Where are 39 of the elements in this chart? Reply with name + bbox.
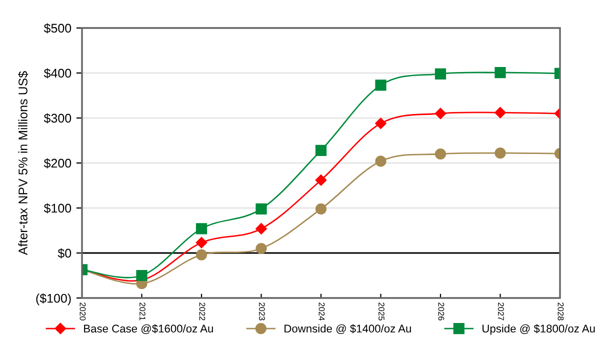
legend-label: Downside @ $1400/oz Au [284, 324, 411, 334]
point [434, 68, 446, 80]
point [375, 80, 386, 91]
point [434, 148, 446, 160]
x-tick-label: 2021 [140, 302, 146, 320]
y-tick-label: $400 [44, 68, 72, 78]
point [494, 106, 506, 118]
y-tick-label: ($100) [36, 293, 71, 306]
point [196, 223, 208, 234]
point [494, 148, 506, 159]
point [375, 156, 386, 167]
point [494, 66, 506, 78]
x-tick-label: 2025 [378, 302, 384, 320]
point [256, 242, 267, 254]
y-tick-label: $300 [44, 113, 72, 124]
point [315, 174, 327, 186]
x-tick-label: 2028 [558, 302, 564, 320]
point [256, 203, 267, 214]
x-tick-label: 2023 [259, 302, 265, 320]
y-tick-label: $0 [58, 248, 72, 258]
y-tick-label: $500 [44, 23, 72, 34]
point [315, 203, 327, 214]
legend-label: Upside @ $1800/oz Au [482, 324, 595, 335]
point [375, 118, 386, 130]
point [136, 270, 148, 282]
x-tick-label: 2020 [80, 302, 86, 320]
x-tick-label: 2027 [498, 302, 504, 320]
point [196, 237, 208, 248]
y-tick-label: $100 [44, 203, 72, 214]
point [315, 144, 327, 156]
point [434, 108, 446, 120]
y-tick-label: $200 [44, 158, 72, 168]
x-tick-label: 2026 [438, 302, 444, 320]
point [196, 249, 208, 260]
x-tick-label: 2024 [318, 302, 325, 320]
y-axis-title: After-tax NPV 5% in Millions US$ [18, 71, 28, 256]
x-tick-label: 2022 [199, 302, 206, 320]
legend-label: Base Case @$1600/oz Au [84, 324, 213, 334]
point [256, 223, 267, 234]
